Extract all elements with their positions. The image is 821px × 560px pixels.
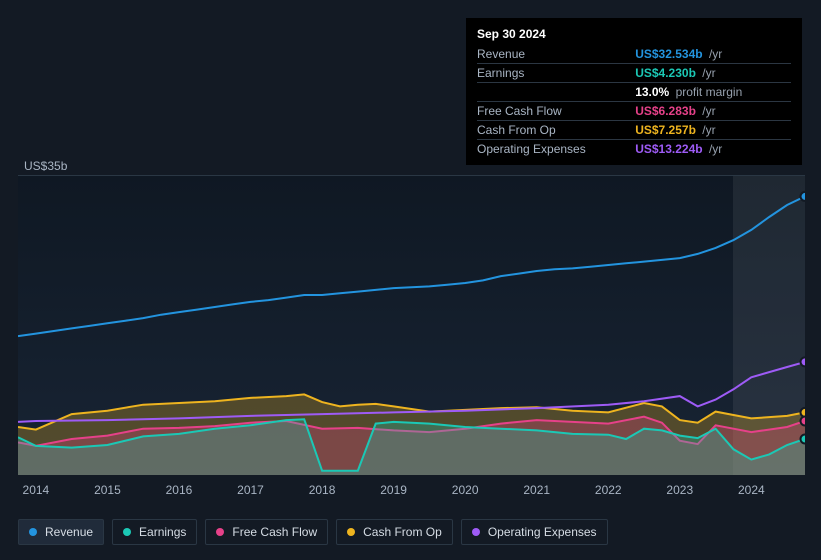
x-tick-label: 2018 <box>309 483 336 497</box>
series-marker-revenue <box>801 192 806 201</box>
tooltip-row-value: US$7.257b /yr <box>635 121 791 140</box>
x-tick-label: 2021 <box>523 483 550 497</box>
legend-item-revenue[interactable]: Revenue <box>18 519 104 545</box>
legend-swatch <box>472 528 480 536</box>
x-tick-label: 2024 <box>738 483 765 497</box>
tooltip-row-label: Revenue <box>477 45 635 64</box>
tooltip-row-label: Earnings <box>477 64 635 83</box>
y-axis-label-top: US$35b <box>24 159 67 173</box>
tooltip-row: Operating ExpensesUS$13.224b /yr <box>477 140 791 159</box>
x-tick-label: 2020 <box>452 483 479 497</box>
tooltip-row-value: 13.0% profit margin <box>635 83 791 102</box>
legend-item-earnings[interactable]: Earnings <box>112 519 197 545</box>
legend-label: Operating Expenses <box>488 525 597 539</box>
tooltip-row-label <box>477 83 635 102</box>
legend-label: Earnings <box>139 525 186 539</box>
tooltip-row-label: Free Cash Flow <box>477 102 635 121</box>
x-tick-label: 2016 <box>166 483 193 497</box>
legend-swatch <box>123 528 131 536</box>
tooltip-table: RevenueUS$32.534b /yrEarningsUS$4.230b /… <box>477 45 791 158</box>
tooltip-row: EarningsUS$4.230b /yr <box>477 64 791 83</box>
legend-item-fcf[interactable]: Free Cash Flow <box>205 519 328 545</box>
tooltip-row: 13.0% profit margin <box>477 83 791 102</box>
tooltip-row: Cash From OpUS$7.257b /yr <box>477 121 791 140</box>
chart-area <box>18 175 805 475</box>
series-marker-opex <box>801 357 806 366</box>
chart-svg <box>18 175 805 475</box>
x-tick-label: 2014 <box>23 483 50 497</box>
legend-item-cfo[interactable]: Cash From Op <box>336 519 453 545</box>
legend-swatch <box>29 528 37 536</box>
tooltip-row-value: US$4.230b /yr <box>635 64 791 83</box>
tooltip-row-value: US$6.283b /yr <box>635 102 791 121</box>
tooltip-row: Free Cash FlowUS$6.283b /yr <box>477 102 791 121</box>
x-tick-label: 2023 <box>666 483 693 497</box>
tooltip-row-label: Cash From Op <box>477 121 635 140</box>
tooltip-date: Sep 30 2024 <box>477 23 791 45</box>
tooltip-row-label: Operating Expenses <box>477 140 635 159</box>
legend-item-opex[interactable]: Operating Expenses <box>461 519 608 545</box>
x-tick-label: 2015 <box>94 483 121 497</box>
legend-label: Free Cash Flow <box>232 525 317 539</box>
tooltip-row: RevenueUS$32.534b /yr <box>477 45 791 64</box>
series-marker-earnings <box>801 435 806 444</box>
legend: Revenue Earnings Free Cash Flow Cash From O… <box>18 519 608 545</box>
legend-swatch <box>216 528 224 536</box>
legend-label: Cash From Op <box>363 525 442 539</box>
x-tick-label: 2017 <box>237 483 264 497</box>
legend-label: Revenue <box>45 525 93 539</box>
series-marker-fcf <box>801 417 806 426</box>
x-tick-label: 2019 <box>380 483 407 497</box>
tooltip-row-value: US$13.224b /yr <box>635 140 791 159</box>
x-tick-label: 2022 <box>595 483 622 497</box>
tooltip-row-value: US$32.534b /yr <box>635 45 791 64</box>
tooltip-panel: Sep 30 2024 RevenueUS$32.534b /yrEarning… <box>466 18 802 165</box>
legend-swatch <box>347 528 355 536</box>
